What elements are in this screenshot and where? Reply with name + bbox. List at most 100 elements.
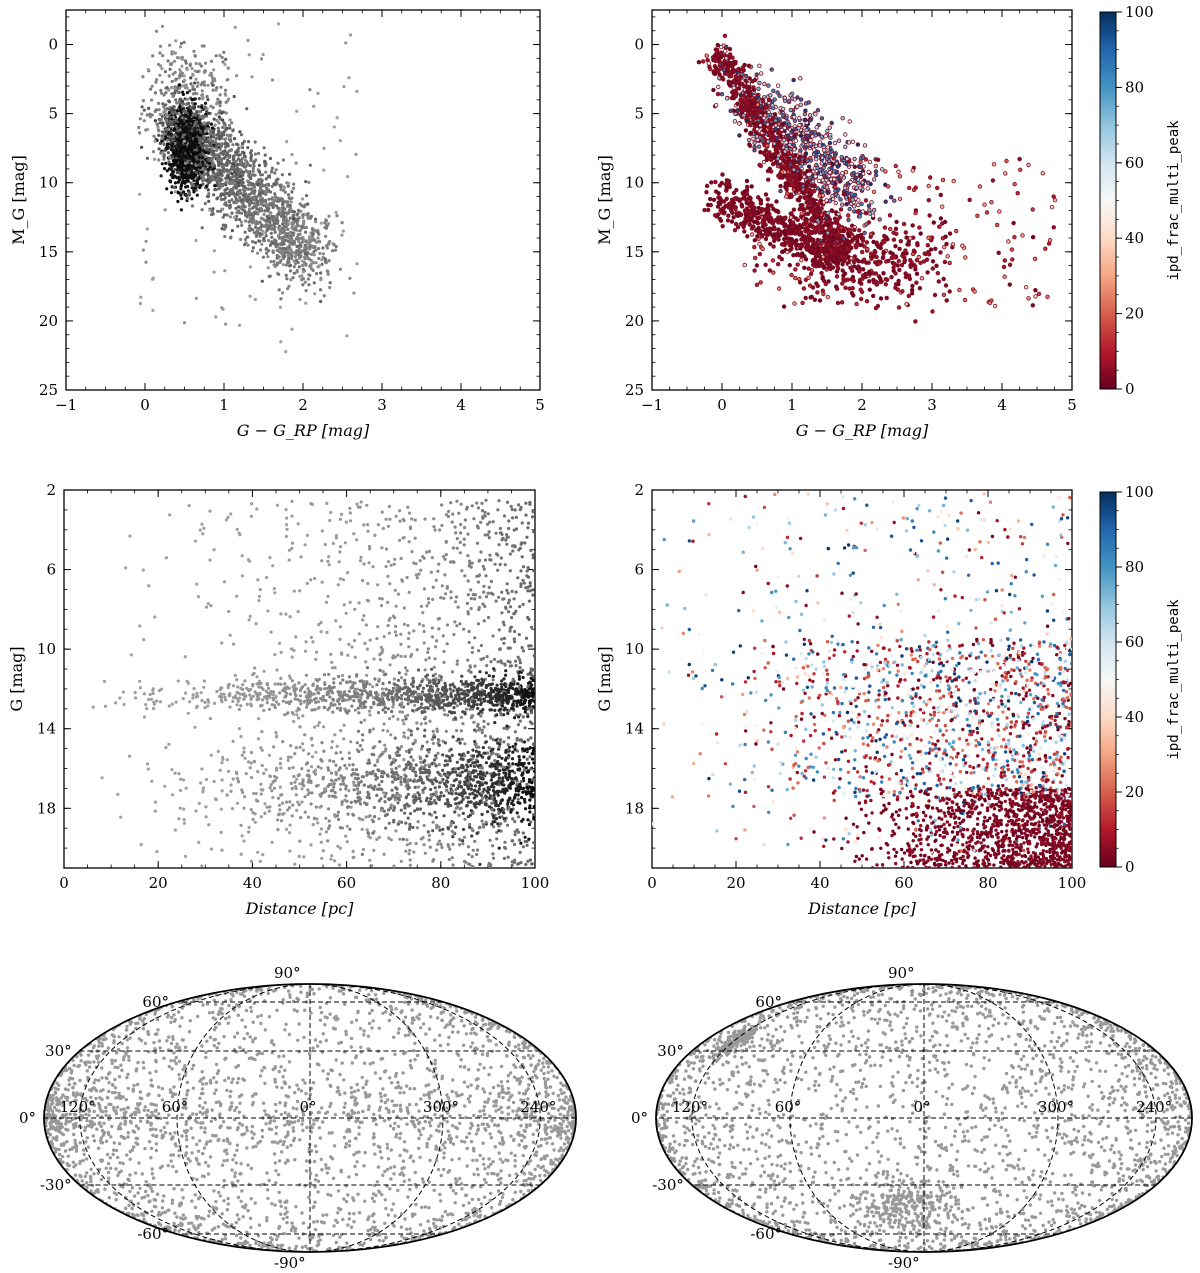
data-point: [225, 213, 229, 217]
data-point: [232, 186, 236, 190]
data-point: [251, 169, 255, 173]
data-point: [287, 284, 291, 288]
data-point: [260, 182, 264, 186]
data-point: [221, 307, 225, 311]
data-point: [168, 108, 172, 112]
data-point: [144, 239, 148, 243]
data-point: [334, 210, 338, 215]
data-point: [225, 187, 229, 191]
data-point: [284, 263, 288, 267]
data-point: [256, 151, 261, 155]
data-point: [749, 232, 755, 237]
data-point: [768, 241, 773, 247]
data-point: [765, 197, 770, 202]
data-point: [275, 242, 279, 246]
data-point: [290, 152, 294, 157]
data-point: [238, 130, 242, 134]
data-point: [276, 161, 280, 165]
data-point: [267, 206, 271, 210]
data-point: [291, 231, 295, 235]
data-point: [217, 154, 221, 158]
data-point: [210, 213, 214, 217]
data-point: [708, 196, 713, 202]
data-point: [772, 233, 777, 238]
data-point: [262, 236, 266, 240]
data-point: [236, 224, 240, 228]
data-point: [737, 133, 742, 138]
data-point: [309, 238, 313, 242]
data-point: [271, 219, 275, 223]
data-point: [169, 137, 174, 141]
data-point: [728, 108, 733, 113]
data-point: [184, 61, 188, 65]
data-point: [325, 244, 329, 248]
data-point: [216, 181, 220, 185]
data-point: [724, 196, 729, 201]
data-point: [162, 105, 166, 109]
data-point: [294, 252, 298, 257]
data-point: [238, 195, 242, 200]
data-point: [207, 141, 211, 145]
data-point: [326, 222, 331, 226]
data-point: [315, 272, 319, 276]
data-point: [155, 122, 160, 127]
data-point: [322, 168, 326, 172]
data-point: [191, 92, 195, 96]
data-point: [242, 164, 246, 169]
data-point: [206, 178, 210, 182]
data-point: [825, 294, 830, 300]
data-point: [274, 218, 279, 222]
data-point: [222, 130, 226, 134]
data-point: [235, 162, 239, 167]
data-point: [186, 171, 191, 175]
data-point: [159, 91, 164, 95]
data-point: [176, 129, 180, 133]
data-point: [264, 203, 269, 207]
data-point: [211, 207, 215, 211]
data-point: [246, 140, 251, 144]
data-point: [291, 221, 295, 225]
data-point: [169, 132, 173, 136]
data-point: [279, 214, 283, 218]
data-point: [223, 145, 228, 149]
data-point: [212, 249, 216, 253]
x-tick-label: 0: [717, 396, 727, 414]
data-point: [327, 241, 331, 245]
data-point: [846, 140, 852, 145]
data-point: [221, 184, 225, 188]
data-point: [274, 168, 278, 172]
data-point: [282, 214, 286, 218]
data-point: [308, 235, 312, 239]
data-point: [236, 157, 240, 161]
data-point: [951, 178, 956, 184]
data-point: [223, 92, 227, 96]
data-point: [255, 231, 259, 235]
data-point: [180, 84, 184, 88]
data-point: [243, 209, 247, 213]
data-point: [213, 173, 217, 177]
data-point: [282, 189, 286, 193]
data-point: [228, 118, 232, 122]
data-point: [230, 172, 234, 176]
data-point: [267, 197, 271, 201]
data-point: [801, 286, 807, 291]
data-point: [176, 86, 180, 90]
data-point: [328, 281, 332, 285]
data-point: [182, 139, 186, 143]
data-point: [171, 72, 175, 76]
data-point: [263, 160, 267, 164]
data-point: [262, 203, 266, 207]
data-point: [324, 219, 328, 223]
data-point: [335, 214, 339, 218]
data-point: [243, 243, 247, 247]
data-point: [163, 70, 167, 74]
data-point: [197, 110, 201, 114]
data-point: [281, 198, 285, 202]
data-point: [777, 93, 782, 98]
data-point: [281, 202, 285, 206]
data-point: [189, 175, 193, 179]
data-point: [187, 167, 191, 171]
data-point: [269, 231, 273, 235]
data-point: [222, 50, 226, 55]
data-point: [317, 256, 321, 261]
